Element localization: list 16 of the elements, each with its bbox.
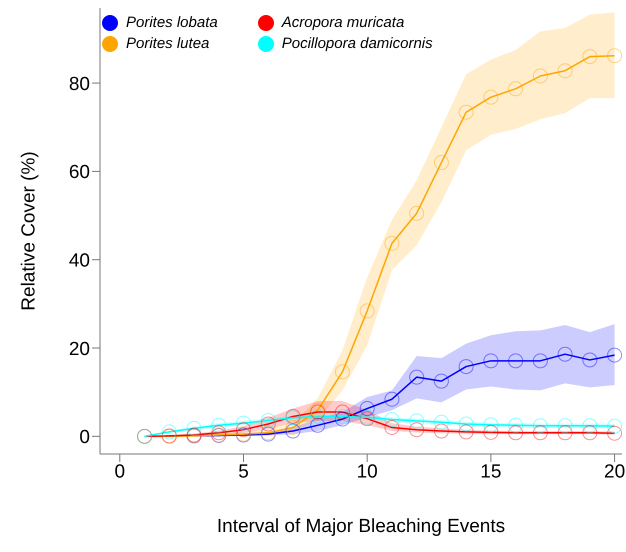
x-tick-label: 20 <box>604 461 626 482</box>
x-tick-label: 5 <box>238 461 249 482</box>
legend-label: Porites lutea <box>126 35 210 52</box>
x-axis-title: Interval of Major Bleaching Events <box>216 516 506 537</box>
x-tick-label: 15 <box>480 461 502 482</box>
x-tick-label: 0 <box>114 461 126 482</box>
legend-label: Acropora muricata <box>282 14 404 31</box>
y-tick-label: 60 <box>68 162 90 184</box>
y-axis-title: Relative Cover (%) <box>18 151 40 311</box>
x-tick-label: 10 <box>356 461 378 482</box>
legend-label: Pocillopora damicornis <box>282 35 433 52</box>
y-tick-label: 40 <box>68 250 90 272</box>
y-tick-label: 0 <box>79 427 90 448</box>
legend-label: Porites lobata <box>126 14 218 31</box>
y-tick-label: 20 <box>68 338 90 360</box>
y-tick-label: 80 <box>68 74 90 95</box>
